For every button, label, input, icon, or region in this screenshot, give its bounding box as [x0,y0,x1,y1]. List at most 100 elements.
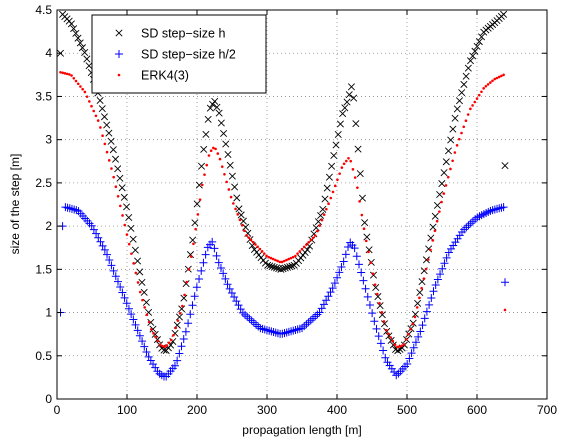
data-point-dot-marker [92,109,96,113]
data-point-dot-marker [196,213,200,216]
data-point-x-marker [149,325,157,333]
data-point-plus-marker [199,258,208,267]
data-point-dot-marker [296,252,299,256]
data-point-x-marker [447,136,455,144]
data-point-x-marker [453,105,461,113]
data-point-plus-marker [124,304,133,313]
data-point-plus-marker [190,292,199,301]
data-point-plus-marker [414,332,423,341]
data-point-dot-marker [475,97,479,100]
data-point-dot-marker [353,176,357,179]
data-point-dot-marker [247,236,251,239]
data-point-x-marker [160,346,168,354]
data-point-x-marker [431,212,439,220]
data-point-dot-marker [382,320,386,323]
data-point-dot-marker [500,74,503,78]
data-point-dot-marker [302,245,306,249]
data-point-dot-marker [282,259,286,263]
data-point-dot-marker [325,207,328,211]
data-point-dot-marker [371,272,375,276]
x-tick-label: 300 [257,403,277,417]
data-point-dot-marker [395,345,399,349]
data-point-dot-marker [477,93,481,97]
data-point-plus-marker [118,288,127,297]
data-point-dot-marker [429,248,432,252]
data-point-x-marker [279,265,287,273]
x-tick-label: 500 [397,403,417,417]
data-point-x-marker [96,96,104,104]
data-point-dot-marker [99,126,102,129]
data-point-plus-marker [433,275,442,284]
data-point-plus-marker [98,241,107,250]
data-point-dot-marker [143,306,146,309]
data-point-dot-marker [59,70,62,74]
x-tick-label: 0 [54,403,61,417]
data-point-x-marker [116,174,124,182]
data-point-plus-marker [120,293,129,302]
data-point-dot-marker [83,90,87,94]
legend-entry: ERK4(3) [117,69,189,83]
data-point-x-marker [288,262,296,270]
data-point-dot-marker [63,72,67,75]
data-point-dot-marker [435,219,439,223]
data-point-plus-marker [429,287,438,296]
data-point-dot-marker [418,296,421,300]
data-point-x-marker [350,94,358,102]
data-point-x-marker [231,183,239,191]
data-point-plus-marker [103,250,112,259]
data-point-plus-marker [322,296,331,305]
data-point-dot-marker [378,301,381,305]
data-point-x-marker [98,105,106,113]
data-point-dot-marker [387,332,390,336]
data-point-plus-marker [436,270,445,279]
data-point-dot-marker [271,257,275,261]
data-point-x-marker [189,236,197,244]
data-point-dot-marker [225,180,228,184]
data-point-plus-marker [219,269,228,278]
data-point-x-marker [372,283,380,292]
data-point-plus-marker [129,315,138,324]
data-point-x-marker [369,271,378,279]
data-point-dot-marker [489,81,492,84]
data-point-dot-marker [431,239,435,242]
data-point-dot-marker [176,319,180,322]
data-point-dot-marker [413,315,417,319]
data-point-dot-marker [460,131,463,135]
data-point-dot-marker [285,258,288,262]
data-point-plus-marker [427,294,436,303]
data-point-dot-marker [426,258,430,261]
data-point-plus-marker [192,283,201,292]
y-tick-label: 2 [45,219,52,233]
data-point-x-marker [319,205,327,213]
data-point-dot-marker [123,223,127,227]
data-point-x-marker [325,173,333,181]
data-point-plus-marker [324,292,333,301]
data-point-dot-marker [340,166,344,169]
data-point-plus-marker [330,279,339,288]
data-point-plus-marker [438,264,447,273]
data-point-x-marker [352,120,360,128]
data-point-dot-marker [216,152,220,155]
data-point-dot-marker [331,190,335,194]
data-point-dot-marker [121,214,124,217]
data-point-dot-marker [305,243,308,246]
data-point-x-marker [460,80,468,88]
x-tick-label: 200 [187,403,207,417]
data-point-x-marker [239,217,247,225]
data-point-dot-marker [502,73,505,77]
data-point-dot-marker [367,250,370,254]
series-3 [59,70,507,349]
data-point-x-marker [200,145,208,153]
data-point-x-marker [127,224,135,232]
data-point-plus-marker [381,353,390,362]
data-point-x-marker [330,151,338,159]
data-point-dot-marker [369,261,372,265]
data-point-dot-marker [236,213,240,216]
data-point-x-marker [433,201,441,209]
data-point-dot-marker [243,229,246,233]
data-point-dot-marker [291,255,295,259]
data-point-dot-marker [480,90,483,94]
data-point-dot-marker [313,234,317,237]
data-point-plus-marker [403,359,412,368]
legend-label: SD step−size h/2 [141,48,236,62]
